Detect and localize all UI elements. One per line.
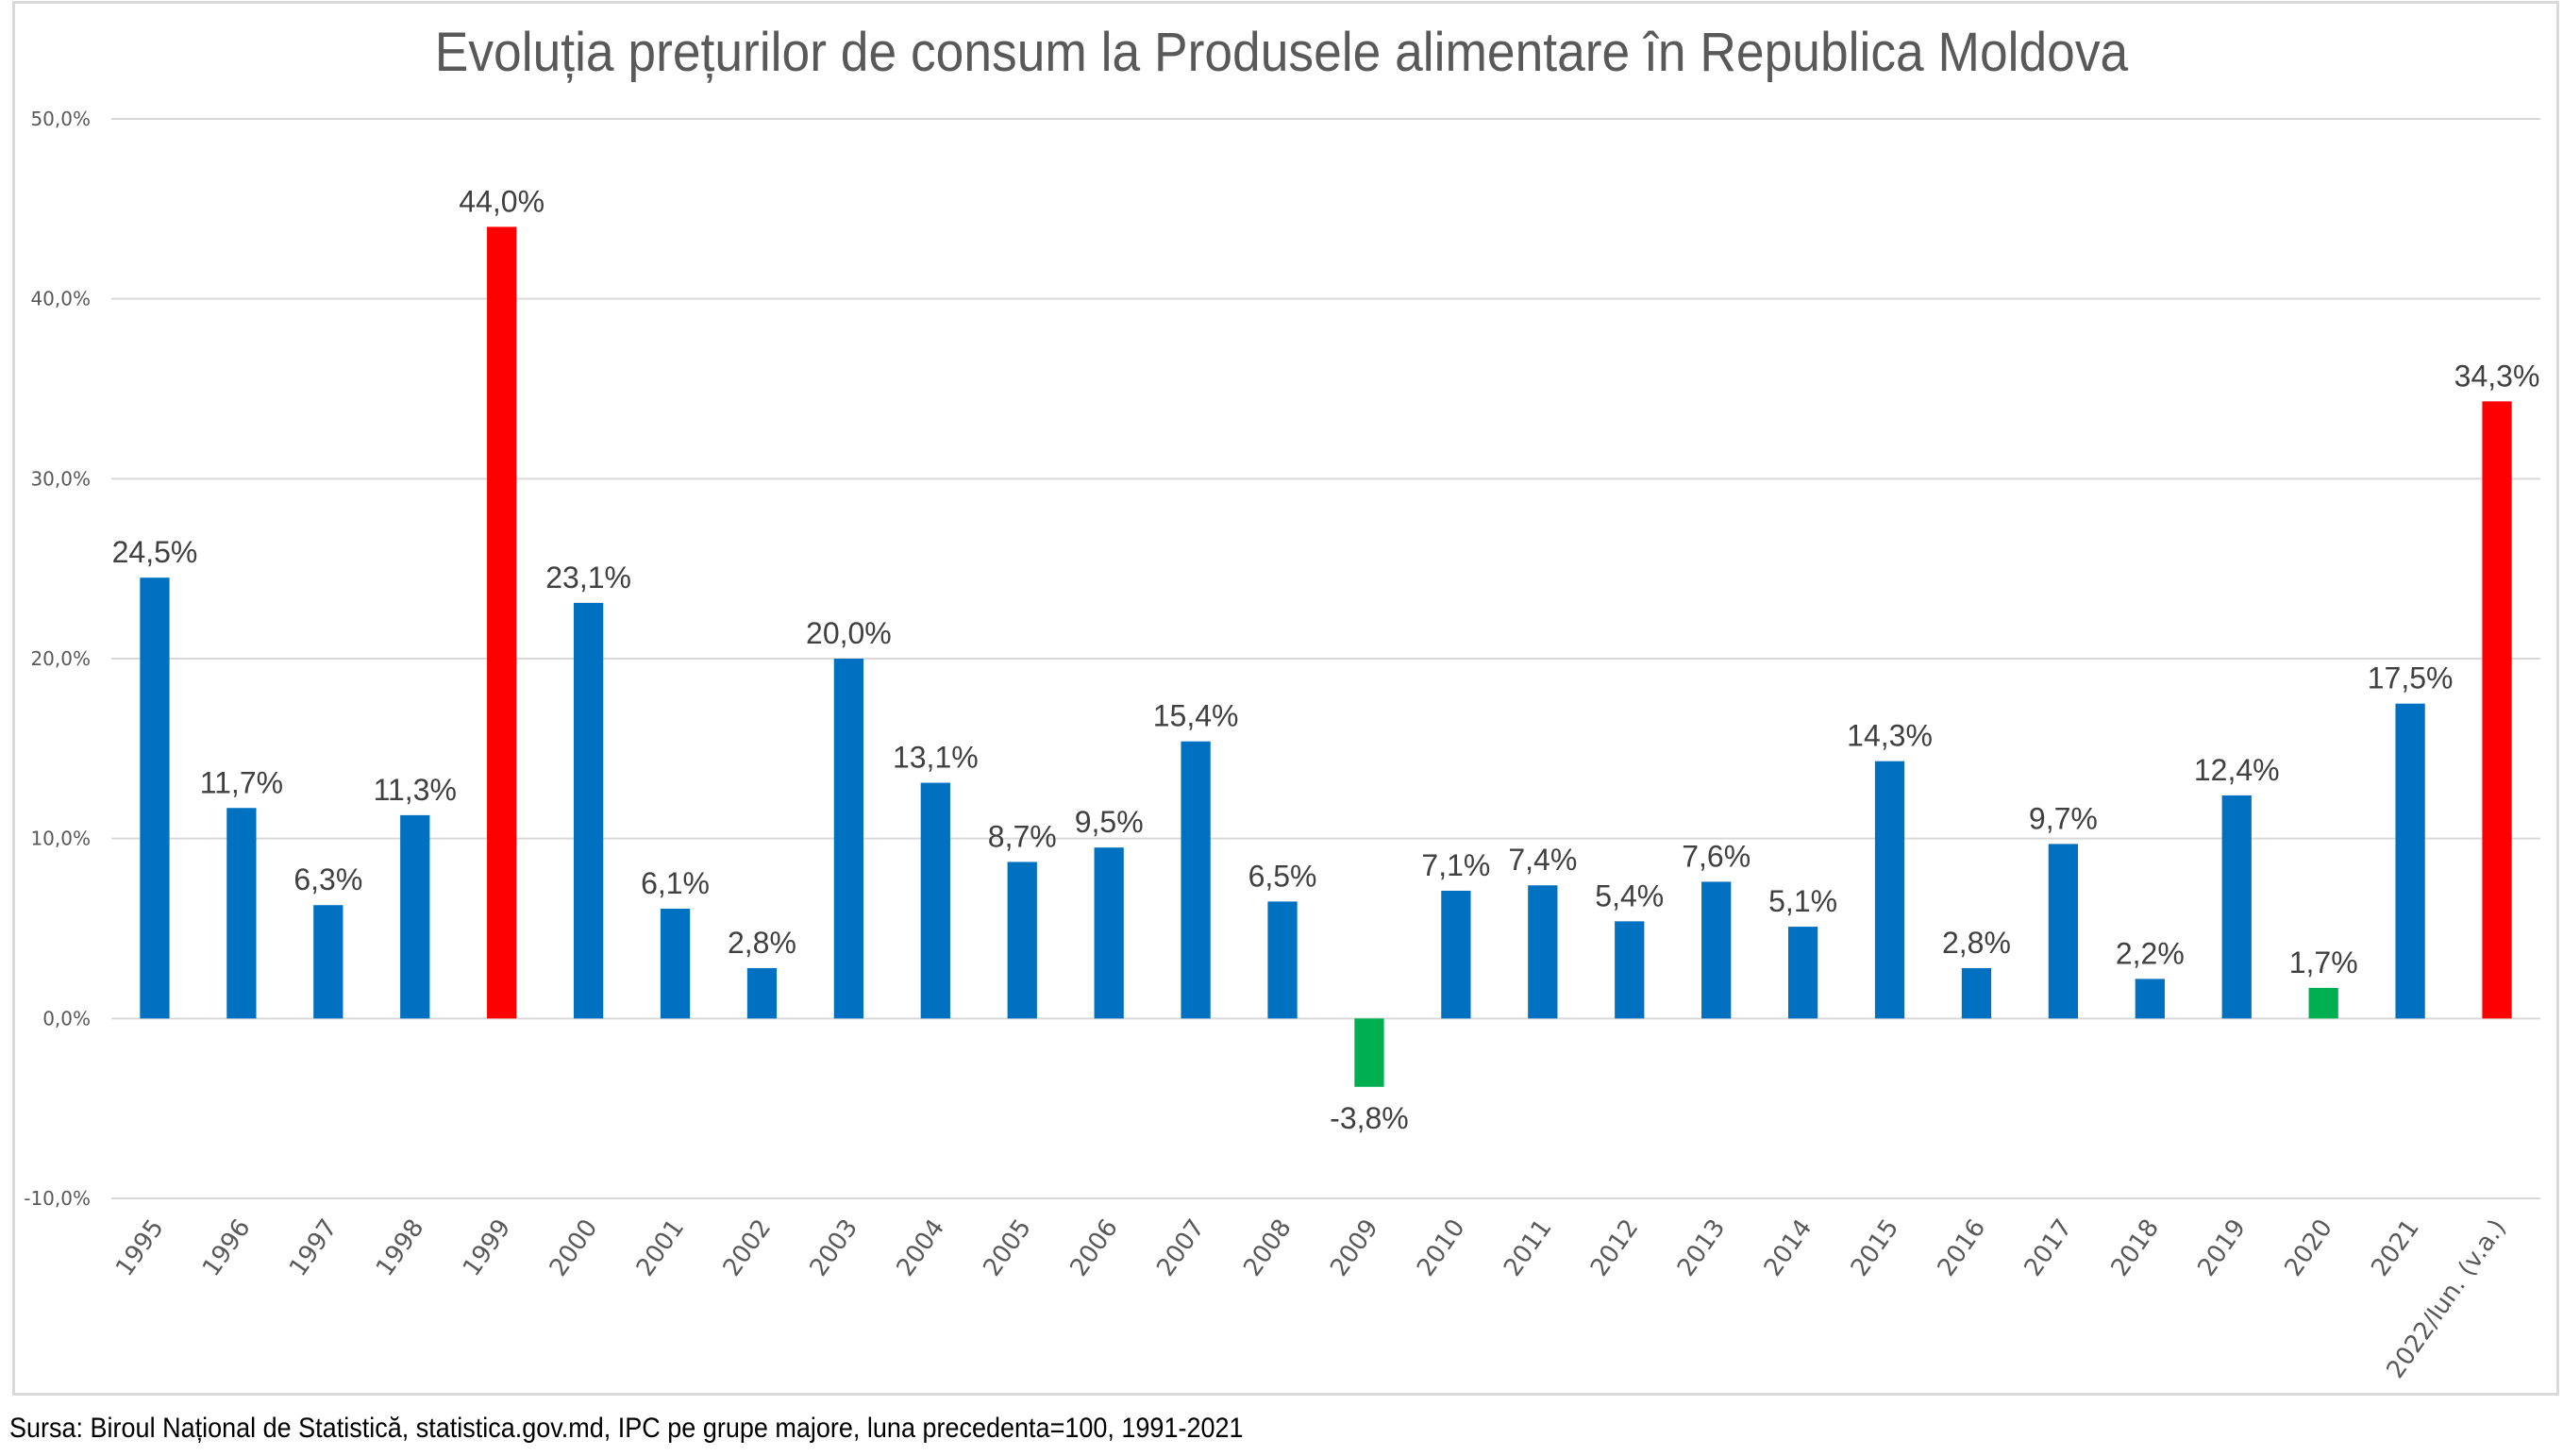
bar-2002: [746, 967, 778, 1019]
data-label: 7,6%: [1682, 839, 1751, 873]
x-tick-label: 2021: [2366, 1214, 2425, 1281]
x-tick-label: 2014: [1759, 1214, 1818, 1281]
x-tick-label: 2012: [1585, 1214, 1645, 1281]
bar-2004: [920, 782, 950, 1019]
data-label: 17,5%: [2368, 661, 2454, 695]
x-tick-label: 2003: [805, 1214, 864, 1281]
chart-title: Evoluția prețurilor de consum la Produse…: [434, 22, 2129, 83]
x-tick-label: 2001: [631, 1214, 691, 1281]
bar-2006: [1094, 847, 1124, 1019]
bar-1999: [487, 226, 517, 1019]
bar-2019: [2221, 795, 2252, 1019]
x-tick-label: 2010: [1412, 1214, 1471, 1281]
x-tick-label: 2016: [1933, 1214, 1992, 1281]
bar-2009: [1354, 1018, 1384, 1087]
data-label: 12,4%: [2194, 753, 2280, 787]
bar-2022-iun-v-a-: [2482, 401, 2512, 1019]
x-tick-label: 2011: [1499, 1214, 1558, 1281]
x-tick-label: 1999: [458, 1214, 517, 1281]
x-tick-label: 1995: [110, 1214, 170, 1281]
data-label: 1,7%: [2289, 946, 2358, 979]
data-label: 15,4%: [1153, 699, 1239, 733]
bar-2008: [1267, 901, 1298, 1019]
bar-2007: [1181, 741, 1211, 1019]
x-tick-label: 2007: [1151, 1214, 1211, 1281]
chart-area: [12, 1, 2559, 1396]
data-labels: 24,5% 11,7% 6,3% 11,3% 44,0% 23,1% 6,1% 2,8% 20,…: [112, 184, 2540, 1134]
bar-2015: [1874, 761, 1905, 1019]
x-axis-ticks: 1995 1996 1997 1998 1999 2000 2001 2002 2003 2004…: [110, 1214, 2512, 1384]
x-tick-label: 2002: [718, 1214, 778, 1281]
bar-2010: [1441, 890, 1471, 1019]
data-label: 7,1%: [1421, 848, 1490, 882]
data-label: 23,1%: [545, 561, 631, 594]
bar-2020: [2308, 987, 2338, 1019]
data-label: 2,2%: [2116, 936, 2185, 970]
data-label: 44,0%: [459, 184, 544, 218]
data-label: 13,1%: [893, 741, 979, 775]
data-label: 2,8%: [728, 926, 796, 960]
data-label: 11,3%: [374, 773, 457, 807]
source-note: Sursa: Biroul Național de Statistică, st…: [9, 1413, 1244, 1444]
bar-2012: [1615, 921, 1645, 1019]
x-tick-label: 2019: [2192, 1214, 2252, 1281]
x-tick-label: 2018: [2106, 1214, 2166, 1281]
bar-2000: [573, 602, 604, 1019]
y-tick-label: 50,0%: [30, 108, 91, 130]
x-tick-label: 2008: [1238, 1214, 1298, 1281]
data-label: 6,5%: [1248, 859, 1317, 893]
data-label: 24,5%: [112, 535, 198, 569]
gridlines: [111, 118, 2540, 1199]
data-label: 5,1%: [1768, 884, 1837, 918]
x-tick-label: 2000: [544, 1214, 604, 1281]
x-tick-label: 2020: [2279, 1214, 2338, 1281]
data-label: 8,7%: [988, 819, 1057, 853]
data-label: 11,7%: [200, 765, 283, 799]
bar-2018: [2135, 979, 2165, 1019]
bar-1995: [140, 577, 170, 1019]
x-tick-label: 1997: [284, 1214, 343, 1281]
bar-1998: [400, 814, 430, 1019]
y-tick-label: -10,0%: [24, 1187, 91, 1210]
data-label: 9,5%: [1075, 805, 1144, 839]
x-tick-label: 2006: [1064, 1214, 1124, 1281]
data-label: 34,3%: [2454, 359, 2540, 393]
data-label: 5,4%: [1595, 879, 1664, 912]
x-tick-label: 1998: [371, 1214, 430, 1281]
bars: [140, 226, 2512, 1087]
x-tick-label: 2015: [1846, 1214, 1905, 1281]
bar-2016: [1961, 967, 1992, 1019]
bar-2005: [1007, 862, 1037, 1019]
data-label: 6,3%: [293, 862, 362, 896]
x-tick-label: 2013: [1672, 1214, 1732, 1281]
bar-2013: [1701, 881, 1732, 1019]
x-tick-label: 2005: [978, 1214, 1037, 1281]
data-label: 2,8%: [1942, 926, 2011, 960]
bar-2001: [660, 909, 691, 1019]
bar-1996: [226, 808, 257, 1019]
y-tick-label: 0,0%: [42, 1007, 91, 1029]
bar-2017: [2048, 844, 2079, 1019]
y-tick-label: 20,0%: [30, 647, 91, 670]
data-label: 7,4%: [1508, 843, 1577, 877]
bar-2011: [1528, 885, 1558, 1019]
x-tick-label: 1996: [197, 1214, 257, 1281]
data-label: 6,1%: [641, 866, 710, 900]
y-tick-label: 10,0%: [30, 828, 91, 850]
bar-2014: [1787, 927, 1818, 1019]
x-tick-label: 2004: [892, 1214, 951, 1281]
data-label: -3,8%: [1330, 1101, 1409, 1135]
data-label: 9,7%: [2029, 801, 2098, 835]
y-tick-label: 40,0%: [30, 288, 91, 310]
data-label: 20,0%: [806, 616, 892, 650]
bar-1997: [313, 905, 343, 1019]
x-tick-label: 2009: [1325, 1214, 1384, 1281]
y-tick-label: 30,0%: [30, 467, 91, 490]
x-tick-label: 2017: [2019, 1214, 2079, 1281]
bar-2021: [2395, 703, 2425, 1019]
y-axis-ticks: 50,0% 40,0% 30,0% 20,0% 10,0% 0,0% -10,0%: [24, 108, 91, 1210]
bar-2003: [833, 659, 864, 1019]
data-label: 14,3%: [1847, 719, 1933, 753]
